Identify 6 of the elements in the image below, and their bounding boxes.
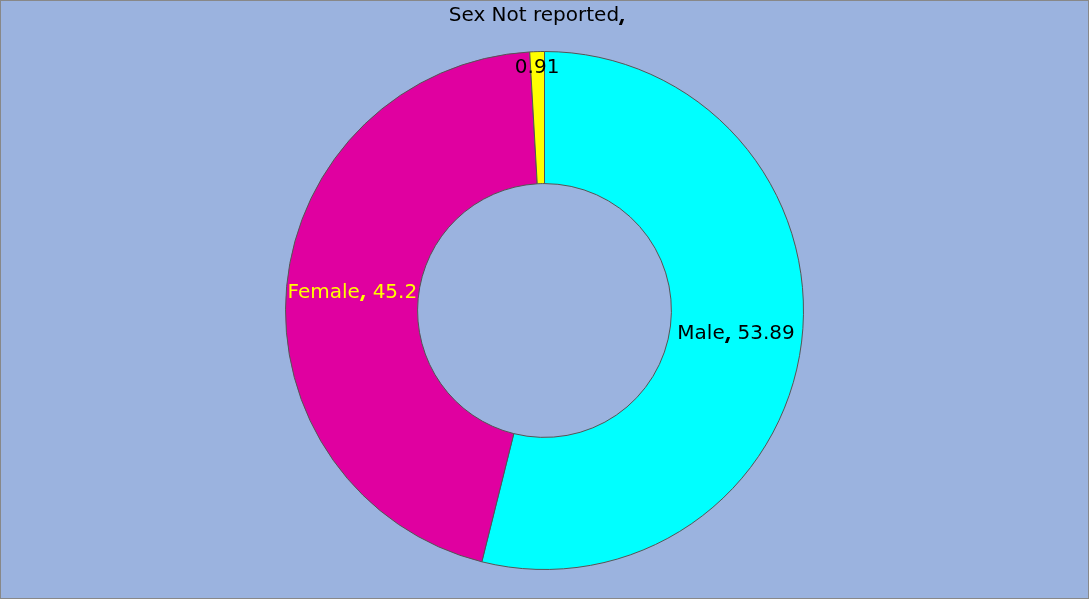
data-label: 0.91 [514,53,560,78]
slice-label: Male [677,320,725,345]
data-label: 45.2 [372,278,418,303]
data-label: 53.89 [737,320,795,345]
slice-label: Sex Not reported [448,1,620,26]
slice-label: Female [287,278,360,303]
